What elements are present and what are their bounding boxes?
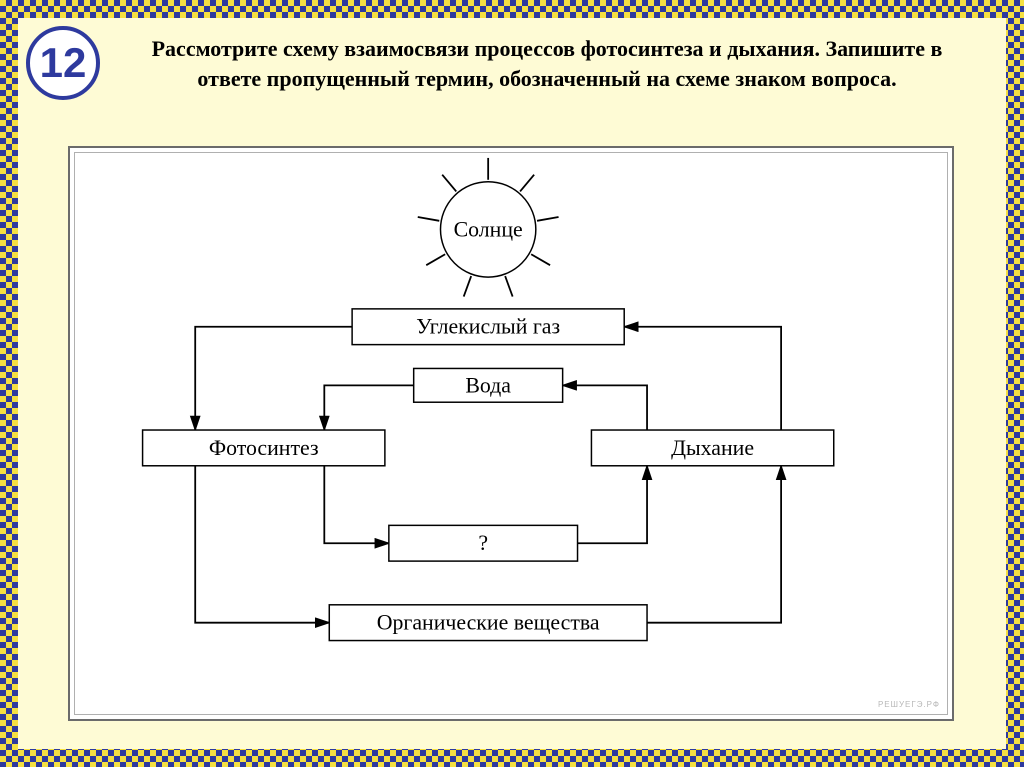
svg-text:Солнце: Солнце [454, 217, 523, 241]
svg-text:Органические вещества: Органические вещества [377, 611, 600, 635]
diagram-frame: Солнце Углекислый газ Вода Фотосинтез Дыхани… [68, 146, 954, 721]
question-number-badge: 12 [26, 26, 100, 100]
watermark: РЕШУЕГЭ.РФ [878, 700, 940, 709]
question-text: Рассмотрите схему взаимосвязи процессов … [118, 34, 976, 93]
svg-text:Дыхание: Дыхание [671, 436, 754, 460]
svg-text:Вода: Вода [465, 373, 511, 397]
svg-text:?: ? [478, 531, 488, 555]
svg-text:Углекислый газ: Углекислый газ [416, 315, 560, 339]
svg-text:Фотосинтез: Фотосинтез [209, 436, 319, 460]
flowchart-diagram: Солнце Углекислый газ Вода Фотосинтез Дыхани… [70, 148, 952, 719]
